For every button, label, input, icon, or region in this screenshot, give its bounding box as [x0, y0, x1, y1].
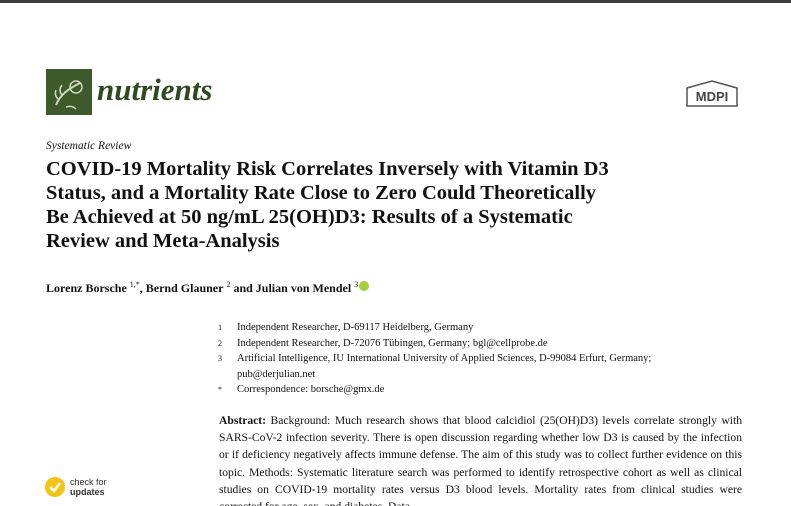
- affiliation-marker: 3: [218, 354, 222, 363]
- title-line: Be Achieved at 50 ng/mL 25(OH)D3: Result…: [46, 206, 573, 228]
- orcid-icon[interactable]: [359, 281, 370, 291]
- affiliation-text: Independent Researcher, D-69117 Heidelbe…: [237, 322, 474, 333]
- affiliation-text: Independent Researcher, D-72076 Tübingen…: [237, 337, 548, 349]
- journal-name: nutrients: [97, 72, 213, 107]
- check-for-updates[interactable]: check for updates: [44, 476, 107, 498]
- article-type: Systematic Review: [46, 140, 132, 152]
- top-bar: [0, 0, 791, 3]
- journal-logo: [46, 69, 92, 115]
- affiliations: 1 Independent Researcher, D-69117 Heidelb…: [212, 320, 702, 398]
- check-line: check for: [70, 477, 107, 487]
- check-line: updates: [70, 487, 105, 497]
- author: Bernd Glauner: [145, 281, 224, 295]
- abstract: Abstract: Background: Much research show…: [219, 412, 742, 506]
- title-line: COVID-19 Mortality Risk Correlates Inver…: [46, 158, 609, 180]
- author-mark: 2: [226, 280, 231, 289]
- separator: and: [230, 281, 256, 295]
- affiliation-text: Artificial Intelligence, IU Internationa…: [237, 353, 652, 380]
- title-line: Status, and a Mortality Rate Close to Ze…: [46, 182, 597, 204]
- author-mark: 3: [354, 280, 359, 289]
- title: COVID-19 Mortality Risk Correlates Inver…: [46, 157, 609, 253]
- authors: Lorenz Borsche 1,*, Bernd Glauner 2 and …: [46, 280, 370, 296]
- abstract-label: Abstract:: [219, 414, 267, 427]
- author-mark: 1,*: [129, 280, 140, 289]
- author: Lorenz Borsche: [46, 281, 127, 295]
- title-line: Review and Meta-Analysis: [46, 230, 280, 252]
- affiliation-marker: 2: [218, 338, 222, 348]
- publisher-logo: MDPI: [686, 80, 738, 107]
- affiliation: * Correspondence: borsche@gmx.de: [212, 382, 702, 398]
- separator: ,: [139, 281, 146, 295]
- publisher-name: MDPI: [696, 89, 729, 104]
- check-icon: [45, 477, 65, 497]
- affiliation: 2 Independent Researcher, D-72076 Tübinge…: [212, 336, 702, 352]
- affiliation: 3 Artificial Intelligence, IU Internation…: [212, 351, 702, 382]
- affiliation-text: Correspondence: borsche@gmx.de: [237, 384, 385, 395]
- author: Julian von Mendel: [255, 281, 352, 295]
- affiliation-marker: *: [218, 385, 222, 394]
- check-text: check for updates: [70, 477, 107, 497]
- abstract-text: Background: Much research shows that blo…: [219, 414, 742, 506]
- affiliation: 1 Independent Researcher, D-69117 Heidelb…: [212, 320, 702, 336]
- affiliation-marker: 1: [218, 323, 222, 332]
